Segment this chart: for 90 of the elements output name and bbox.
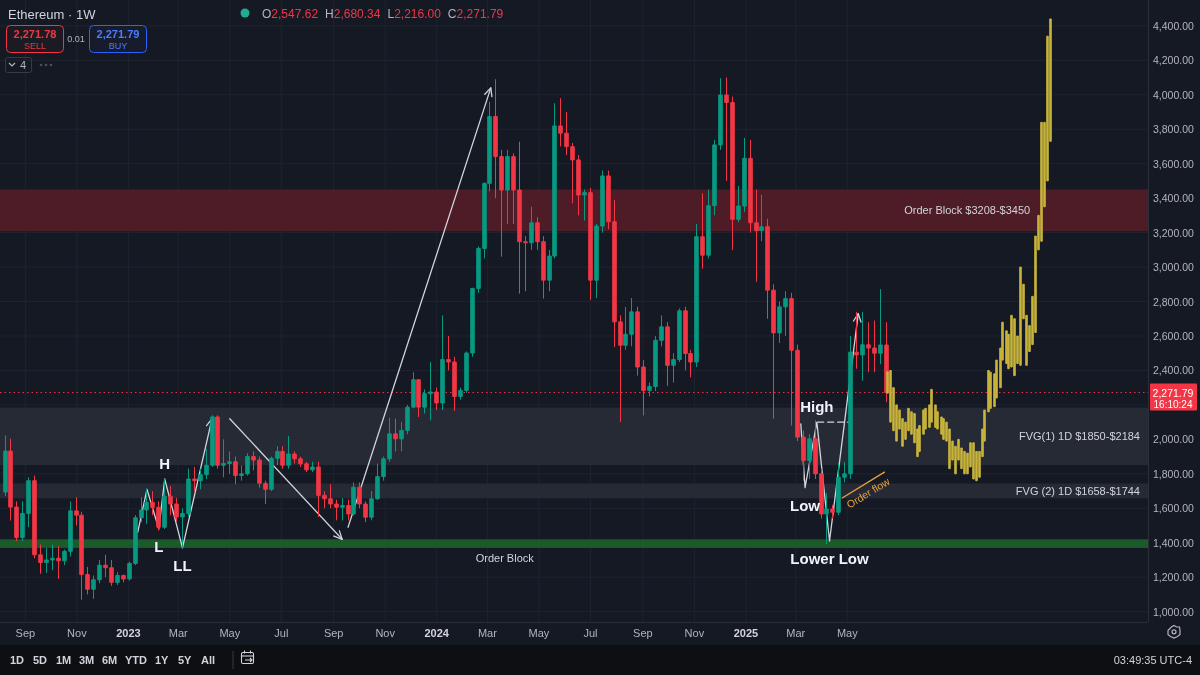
candlestick <box>233 456 238 485</box>
annotation: 2,271.79 <box>96 28 140 40</box>
annotation: 2,271.78 <box>13 28 57 40</box>
candlestick <box>3 434 8 497</box>
annotation: SELL <box>23 41 47 51</box>
candlestick <box>860 311 865 382</box>
band-label: Order Block <box>475 551 535 564</box>
candlestick <box>529 206 534 251</box>
candlestick <box>351 481 356 516</box>
y-tick-label: 2,000.00 <box>1153 433 1195 446</box>
x-tick-label: Nov <box>67 627 88 639</box>
candlestick <box>963 450 966 475</box>
candlestick <box>440 314 445 411</box>
y-tick-label: 1,600.00 <box>1153 502 1195 515</box>
candlestick <box>115 571 120 586</box>
candlestick <box>162 478 167 530</box>
candlestick <box>215 414 220 470</box>
candlestick <box>1019 266 1022 366</box>
x-tick-label: 2025 <box>733 627 759 639</box>
candlestick <box>694 223 699 368</box>
x-tick-label: Sep <box>15 627 36 639</box>
candlestick <box>310 461 315 473</box>
candlestick <box>700 192 705 270</box>
annotation: 0.01 <box>67 34 85 44</box>
x-tick-label: May <box>836 627 859 639</box>
x-tick-label: Mar <box>786 627 806 639</box>
y-tick-label: 2,800.00 <box>1153 295 1195 308</box>
y-tick-label: 3,400.00 <box>1153 192 1195 205</box>
candlestick <box>121 574 126 583</box>
annotation: High <box>800 397 834 415</box>
y-tick-label: 4,000.00 <box>1153 88 1195 101</box>
candlestick <box>280 445 285 470</box>
candlestick <box>665 321 670 387</box>
x-tick-label: Mar <box>477 627 498 639</box>
x-tick-label: Nov <box>684 627 705 639</box>
annotation: Lower Low <box>790 549 870 567</box>
candlestick <box>824 492 829 545</box>
candlestick <box>582 189 587 222</box>
y-tick-label: 1,800.00 <box>1153 467 1195 480</box>
y-tick-label: 3,200.00 <box>1153 226 1195 239</box>
x-tick-label: Sep <box>323 627 344 639</box>
text: Ethereum · 1W <box>8 6 97 22</box>
annotation: 4 <box>19 59 27 71</box>
candlestick <box>588 187 593 301</box>
y-tick-label: 4,200.00 <box>1153 54 1195 67</box>
candlestick <box>759 194 764 242</box>
candlestick <box>972 442 975 480</box>
x-tick-label: 2024 <box>424 627 450 639</box>
candlestick <box>346 499 351 521</box>
candlestick <box>56 545 61 580</box>
x-tick-label: May <box>219 627 241 639</box>
text: 1D 5D 1M 3M 6M YTD 1Y 5Y All <box>10 654 216 666</box>
x-tick-label: Jul <box>274 627 289 639</box>
candlestick <box>878 288 883 365</box>
x-tick-label: Sep <box>633 627 653 639</box>
y-tick-label: 1,400.00 <box>1153 536 1195 549</box>
candlestick <box>854 311 859 370</box>
x-tick-label: Jul <box>583 627 598 639</box>
y-tick-label: 3,000.00 <box>1153 261 1195 274</box>
ref-line-label: 2,271.79 <box>1152 386 1194 399</box>
x-tick-label: Mar <box>168 627 189 639</box>
y-tick-label: 3,800.00 <box>1153 123 1195 136</box>
candlestick <box>192 466 197 492</box>
y-tick-label: 1,000.00 <box>1153 605 1195 618</box>
x-tick-label: 2023 <box>116 627 141 639</box>
annotation: BUY <box>108 41 128 51</box>
candlestick <box>807 433 812 480</box>
x-tick-label: May <box>528 627 550 639</box>
y-tick-label: 2,400.00 <box>1153 364 1195 377</box>
annotation: LL <box>173 556 192 574</box>
band-label: FVG(1) 1D $1850-$2184 <box>1018 430 1140 443</box>
y-tick-label: 3,600.00 <box>1153 157 1195 170</box>
annotation: L <box>154 537 164 555</box>
candlestick <box>393 418 398 452</box>
candlestick <box>505 149 510 225</box>
y-tick-label: 4,400.00 <box>1153 19 1195 32</box>
candlestick <box>830 504 835 520</box>
band-label: Order Block $3208-$3450 <box>904 204 1031 217</box>
annotation: O2,547.62 H2,680.34 L2,216.00 C2,271.79 <box>262 7 504 21</box>
x-tick-label: Nov <box>375 627 396 639</box>
candlestick <box>1013 318 1016 377</box>
candlestick <box>286 435 291 470</box>
text: 03:49:35 UTC-4 <box>1113 654 1192 666</box>
text: 16:10:24 <box>1153 398 1193 410</box>
y-tick-label: 1,200.00 <box>1153 571 1195 584</box>
candlestick <box>416 378 421 418</box>
candlestick <box>340 497 345 521</box>
band-label: FVG (2) 1D $1658-$1744 <box>1015 484 1140 497</box>
y-tick-label: 2,600.00 <box>1153 329 1195 342</box>
annotation: H <box>159 454 171 472</box>
